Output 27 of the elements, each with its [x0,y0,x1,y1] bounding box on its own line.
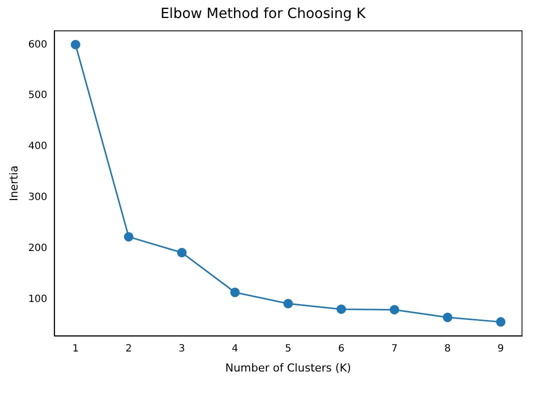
x-tick-label: 6 [338,343,344,354]
y-tick-label: 300 [28,192,48,204]
x-axis-title: Number of Clusters (K) [225,361,352,374]
point [177,248,187,258]
point [230,288,240,298]
x-tick-label: 7 [391,343,398,354]
y-tick-label: 500 [28,90,48,102]
x-tick-label: 8 [444,343,451,354]
point [124,232,134,242]
x-tick-label: 3 [178,343,186,354]
point [70,40,80,50]
y-tick-label: 200 [28,243,48,254]
x-tick-label: 1 [72,343,79,354]
x-tick-label: 9 [498,343,504,354]
x-tick-label: 5 [284,343,292,354]
point [283,298,293,308]
x-tick-label: 4 [232,343,238,354]
y-tick-label: 600 [28,39,48,50]
x-tick-label: 2 [126,343,132,354]
y-tick-label: 400 [28,141,48,152]
y-axis-title: Inertia [7,165,20,202]
point [336,304,346,314]
point [442,312,452,322]
point [496,317,506,327]
y-tick-label: 100 [28,294,48,306]
point [390,304,400,314]
chart-title: Elbow Method for Choosing K [160,6,366,22]
